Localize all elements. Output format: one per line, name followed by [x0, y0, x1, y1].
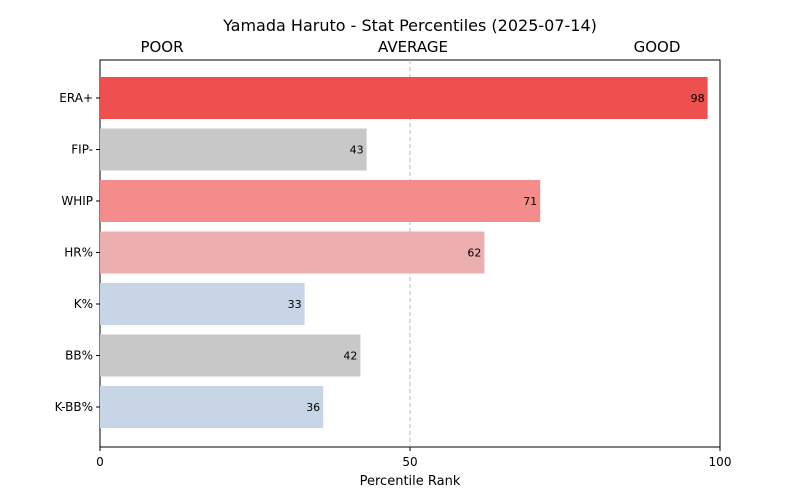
band-label-good: GOOD [634, 38, 681, 56]
data-label: 42 [343, 350, 357, 363]
chart-title: Yamada Haruto - Stat Percentiles (2025-0… [222, 16, 597, 35]
data-label: 98 [691, 92, 705, 105]
x-tick-label: 100 [709, 455, 732, 469]
band-label-poor: POOR [140, 38, 183, 56]
y-tick-label: K% [74, 297, 93, 311]
y-tick-label: WHIP [61, 194, 93, 208]
data-label: 36 [306, 401, 320, 414]
y-tick-label: HR% [64, 246, 93, 260]
bar-k-bb- [100, 386, 324, 428]
data-label: 71 [523, 195, 537, 208]
band-label-average: AVERAGE [378, 38, 448, 56]
y-tick-label: BB% [65, 349, 93, 363]
bar-hr- [100, 231, 485, 274]
bar-k- [100, 283, 305, 325]
y-tick-label: K-BB% [55, 400, 93, 414]
x-axis-label: Percentile Rank [360, 474, 461, 489]
y-tick-label: FIP- [71, 143, 93, 157]
x-tick-label: 50 [402, 455, 417, 469]
bar-era- [100, 77, 708, 119]
data-label: 62 [467, 247, 481, 260]
bar-bb- [100, 334, 361, 377]
data-label: 43 [350, 144, 364, 157]
bar-fip- [100, 128, 367, 171]
x-tick-label: 0 [96, 455, 104, 469]
data-label: 33 [288, 298, 302, 311]
bar-whip [100, 180, 541, 222]
y-tick-label: ERA+ [59, 91, 93, 105]
